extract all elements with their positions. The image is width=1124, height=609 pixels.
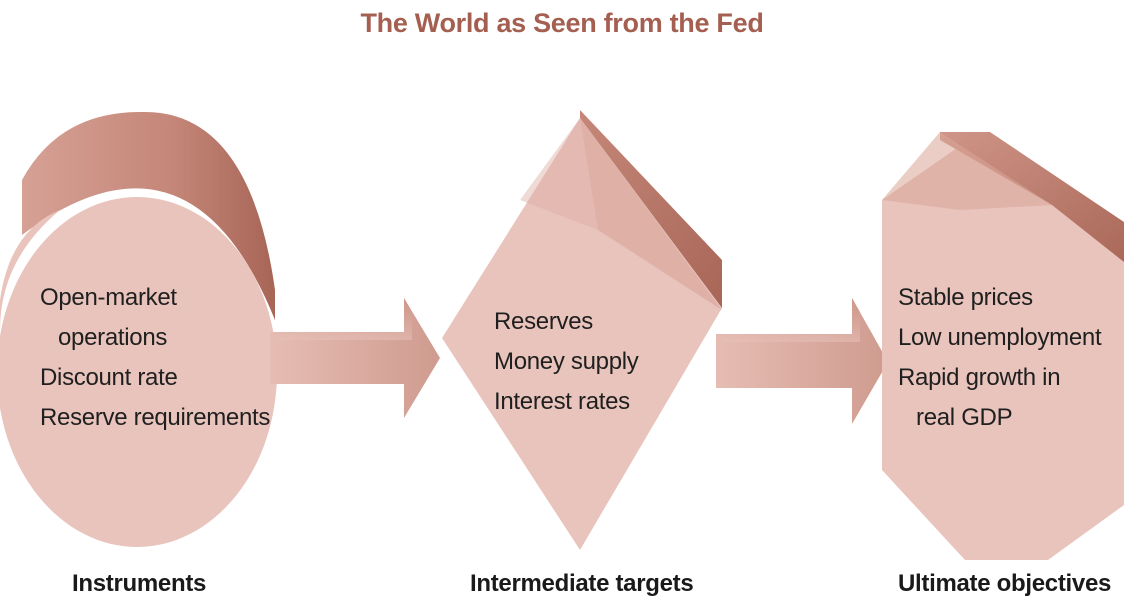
instruments-item: operations bbox=[58, 324, 168, 351]
instruments-item: Discount rate bbox=[40, 364, 178, 391]
instruments-item: Reserve requirements bbox=[40, 404, 271, 431]
stage-label-targets: Intermediate targets bbox=[470, 570, 694, 597]
targets-items: Reserves Money supply Interest rates bbox=[494, 302, 639, 422]
objectives-shape-face bbox=[882, 132, 1124, 560]
objectives-item: real GDP bbox=[916, 404, 1013, 431]
arrow-targets-to-objectives bbox=[716, 298, 888, 424]
stage-label-instruments: Instruments bbox=[72, 570, 207, 597]
objectives-shape bbox=[882, 132, 1124, 560]
objectives-item: Stable prices bbox=[898, 284, 1033, 311]
targets-shape bbox=[442, 110, 722, 550]
targets-item: Interest rates bbox=[494, 388, 630, 415]
instruments-items: Open-market operations Discount rate Res… bbox=[40, 278, 270, 438]
stage-label-objectives: Ultimate objectives bbox=[898, 570, 1112, 597]
instruments-shape-face bbox=[0, 197, 277, 547]
targets-item: Reserves bbox=[494, 308, 593, 335]
diagram-title: The World as Seen from the Fed bbox=[360, 8, 764, 38]
arrow-instruments-to-targets bbox=[270, 298, 440, 418]
instruments-shape bbox=[0, 111, 277, 547]
objectives-item: Rapid growth in bbox=[898, 364, 1061, 391]
instruments-item: Open-market bbox=[40, 284, 177, 311]
objectives-items: Stable prices Low unemployment Rapid gro… bbox=[898, 278, 1102, 438]
targets-shape-top-shade bbox=[580, 110, 722, 308]
targets-item: Money supply bbox=[494, 348, 639, 375]
instruments-shape-shade bbox=[22, 111, 275, 320]
objectives-item: Low unemployment bbox=[898, 324, 1102, 351]
